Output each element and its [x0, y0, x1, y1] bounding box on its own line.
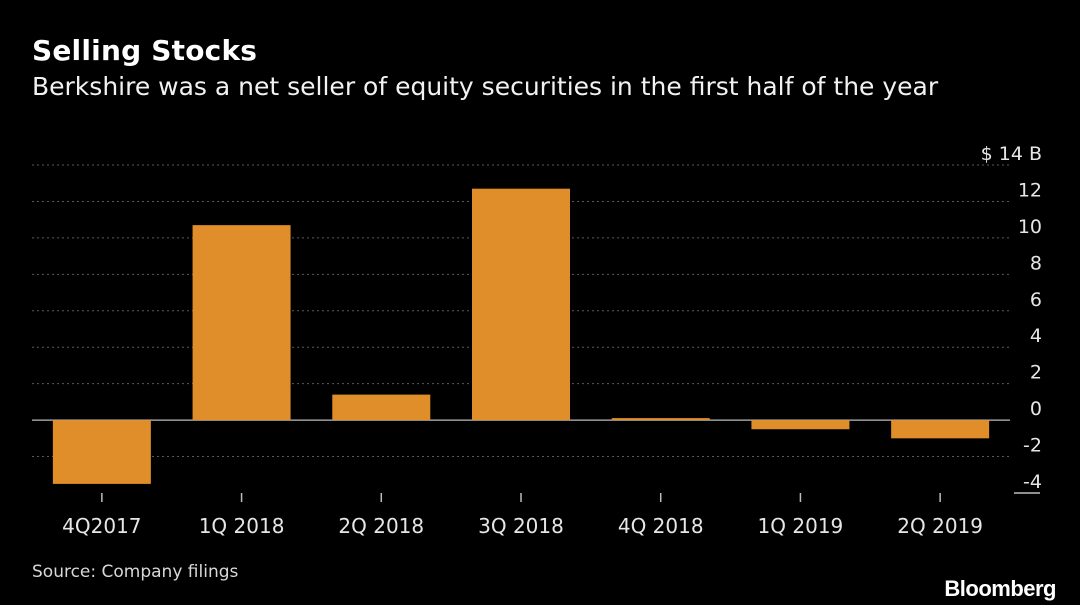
- y-tick-label: $ 14 B: [981, 143, 1042, 165]
- y-tick-label: 2: [1030, 362, 1042, 384]
- bar-2q-2018: [332, 394, 431, 421]
- x-tick-label: 4Q2017: [62, 514, 141, 538]
- x-tick-label: 3Q 2018: [478, 514, 564, 538]
- y-tick-label: -2: [1023, 435, 1042, 457]
- bar-2q-2019: [891, 420, 990, 439]
- bar-3q-2018: [472, 188, 570, 421]
- y-axis-ticks: $ 14 B 12 10 8 6 4 2 0 -2 -4: [981, 143, 1042, 494]
- y-tick-label: 4: [1030, 325, 1042, 347]
- x-tick-label: 4Q 2018: [618, 514, 704, 538]
- x-tick-label: 1Q 2018: [199, 514, 285, 538]
- source-note: Source: Company filings: [32, 562, 239, 582]
- chart-subtitle: Berkshire was a net seller of equity sec…: [32, 72, 939, 101]
- bar-4q2017: [52, 420, 151, 484]
- bar-4q-2018: [611, 418, 710, 421]
- chart-title: Selling Stocks: [32, 34, 258, 67]
- y-tick-label: 12: [1018, 179, 1042, 201]
- bloomberg-logo: Bloomberg: [944, 576, 1056, 601]
- y-tick-label: 6: [1030, 289, 1042, 311]
- bar-1q-2018: [192, 225, 291, 421]
- x-tick-label: 2Q 2019: [897, 514, 983, 538]
- x-tick-label: 2Q 2018: [338, 514, 424, 538]
- x-axis-ticks: 4Q2017 1Q 2018 2Q 2018 3Q 2018 4Q 2018 1Q 201…: [62, 493, 983, 538]
- y-tick-label: -4: [1023, 471, 1042, 493]
- bars: [52, 188, 990, 484]
- y-tick-label: 8: [1030, 252, 1042, 274]
- y-tick-label: 0: [1030, 398, 1042, 420]
- x-tick-label: 1Q 2019: [758, 514, 844, 538]
- bar-1q-2019: [751, 420, 850, 430]
- y-tick-label: 10: [1018, 216, 1042, 238]
